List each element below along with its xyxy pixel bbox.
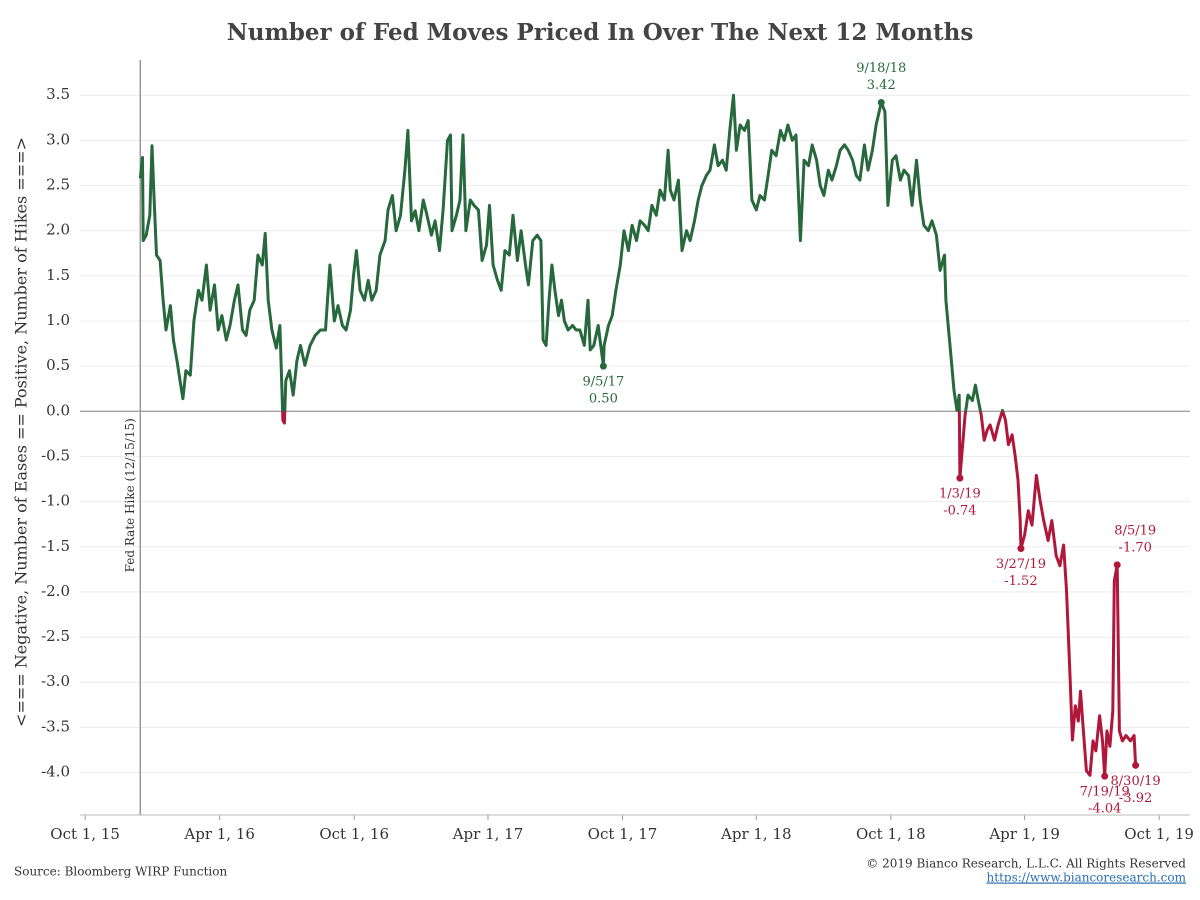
reference-label: Fed Rate Hike (12/15/15): [123, 418, 137, 572]
annotation-marker: [877, 98, 885, 106]
x-tick-label: Apr 1, 16: [183, 825, 255, 843]
annotation-marker: [1132, 761, 1140, 769]
y-tick-label: -2.0: [41, 582, 70, 600]
y-tick-label: 2.0: [46, 221, 70, 239]
annotation-marker: [956, 474, 964, 482]
annotation-value: -4.04: [1088, 802, 1121, 817]
y-tick-label: -0.5: [41, 446, 70, 464]
annotation-date: 7/19/19: [1080, 785, 1130, 800]
y-tick-label: 3.0: [46, 130, 70, 148]
annotation-value: 3.42: [867, 78, 896, 93]
y-tick-label: 0.5: [46, 356, 70, 374]
source: Source: Bloomberg WIRP Function: [14, 865, 227, 879]
x-tick-label: Oct 1, 15: [50, 825, 120, 843]
y-tick-label: -3.0: [41, 672, 70, 690]
annotation-date: 1/3/19: [939, 487, 981, 502]
y-tick-label: -1.0: [41, 492, 70, 510]
y-tick-label: -4.0: [41, 763, 70, 781]
annotation-marker: [1101, 772, 1109, 780]
annotation-value: -1.52: [1004, 574, 1037, 589]
y-tick-label: -2.5: [41, 627, 70, 645]
annotation-marker: [1113, 561, 1121, 569]
chart-title: Number of Fed Moves Priced In Over The N…: [227, 19, 974, 46]
annotation-marker: [1017, 545, 1025, 553]
annotation-value: -1.70: [1119, 540, 1152, 555]
y-tick-label: -1.5: [41, 537, 70, 555]
annotation-date: 9/5/17: [582, 375, 624, 390]
copyright: © 2019 Bianco Research, L.L.C. All Right…: [866, 857, 1186, 871]
x-tick-label: Apr 1, 18: [720, 825, 792, 843]
url-link[interactable]: https://www.biancoresearch.com: [987, 871, 1187, 885]
annotation-value: 0.50: [589, 392, 618, 407]
y-tick-label: 1.0: [46, 311, 70, 329]
y-tick-label: 2.5: [46, 176, 70, 194]
annotation-date: 8/5/19: [1114, 523, 1156, 538]
y-axis-label: <=== Negative, Number of Eases == Positi…: [12, 137, 31, 727]
x-tick-label: Oct 1, 17: [588, 825, 658, 843]
y-tick-label: 3.5: [46, 85, 70, 103]
x-tick-label: Apr 1, 17: [452, 825, 524, 843]
x-tick-label: Oct 1, 16: [319, 825, 389, 843]
x-tick-label: Oct 1, 18: [856, 825, 926, 843]
x-tick-label: Apr 1, 19: [988, 825, 1060, 843]
data-line: [138, 93, 1005, 412]
y-tick-label: 0.0: [46, 401, 70, 419]
y-tick-label: -3.5: [41, 717, 70, 735]
annotation-marker: [599, 362, 607, 370]
annotation-value: -3.92: [1119, 791, 1152, 806]
annotation-date: 8/30/19: [1111, 774, 1161, 789]
annotation-date: 3/27/19: [996, 557, 1046, 572]
x-tick-label: Oct 1, 19: [1124, 825, 1194, 843]
data-line: [281, 411, 1138, 778]
annotation-value: -0.74: [943, 504, 976, 519]
y-tick-label: 1.5: [46, 266, 70, 284]
annotation-date: 9/18/18: [856, 61, 906, 76]
